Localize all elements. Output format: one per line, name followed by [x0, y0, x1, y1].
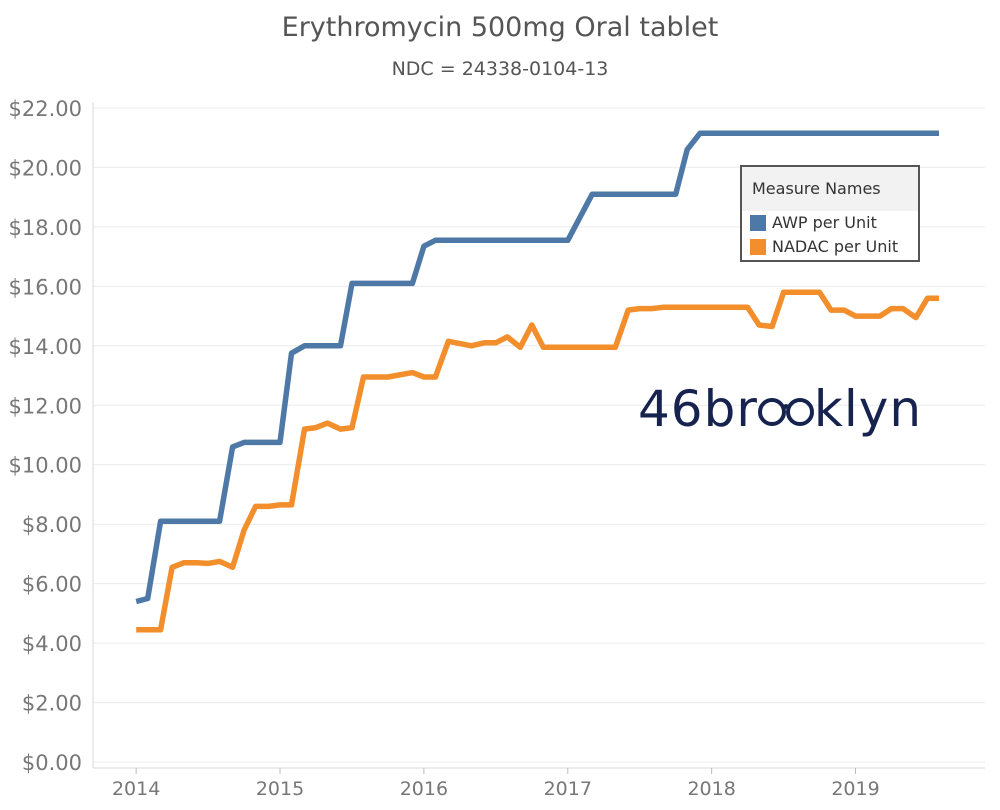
- y-tick-label: $4.00: [22, 632, 82, 656]
- legend-item-awp[interactable]: AWP per Unit: [742, 211, 918, 235]
- legend-label-nadac: NADAC per Unit: [772, 237, 899, 256]
- axes: $0.00 $2.00 $4.00 $6.00 $8.00 $10.00 $12.00 $14…: [9, 97, 985, 800]
- chart-title: Erythromycin 500mg Oral tablet: [281, 12, 719, 43]
- x-tick-label: 2016: [400, 778, 448, 800]
- y-tick-label: $6.00: [22, 573, 82, 597]
- logo-text-right: klyn: [813, 380, 923, 438]
- chart-subtitle: NDC = 24338-0104-13: [391, 58, 609, 80]
- legend: Measure Names AWP per Unit NADAC per Uni…: [740, 165, 920, 262]
- brand-logo: 46br klyn: [638, 380, 922, 444]
- x-tick-label: 2014: [112, 778, 160, 800]
- x-tick-label: 2018: [687, 778, 735, 800]
- legend-swatch-nadac: [750, 239, 766, 255]
- legend-item-nadac[interactable]: NADAC per Unit: [742, 235, 918, 259]
- x-tick-label: 2019: [831, 778, 879, 800]
- logo-text-left: 46br: [638, 380, 758, 438]
- y-tick-label: $22.00: [9, 97, 82, 121]
- series-line-awp[interactable]: [135, 130, 939, 605]
- legend-label-awp: AWP per Unit: [772, 213, 877, 232]
- y-tick-label: $8.00: [22, 513, 82, 537]
- y-tick-label: $2.00: [22, 692, 82, 716]
- y-tick-label: $18.00: [9, 216, 82, 240]
- gridlines: [93, 107, 985, 763]
- y-tick-label: $20.00: [9, 156, 82, 180]
- x-tick-label: 2015: [256, 778, 304, 800]
- y-tick-label: $10.00: [9, 454, 82, 478]
- legend-swatch-awp: [750, 215, 766, 231]
- x-tick-label: 2017: [544, 778, 592, 800]
- y-tick-label: $14.00: [9, 335, 82, 359]
- series-lines: [135, 130, 939, 633]
- y-tick-label: $16.00: [9, 275, 82, 299]
- glasses-icon: [757, 386, 814, 444]
- series-line-nadac[interactable]: [136, 289, 939, 633]
- y-tick-label: $12.00: [9, 394, 82, 418]
- y-tick-label: $0.00: [22, 751, 82, 775]
- legend-title: Measure Names: [742, 167, 918, 211]
